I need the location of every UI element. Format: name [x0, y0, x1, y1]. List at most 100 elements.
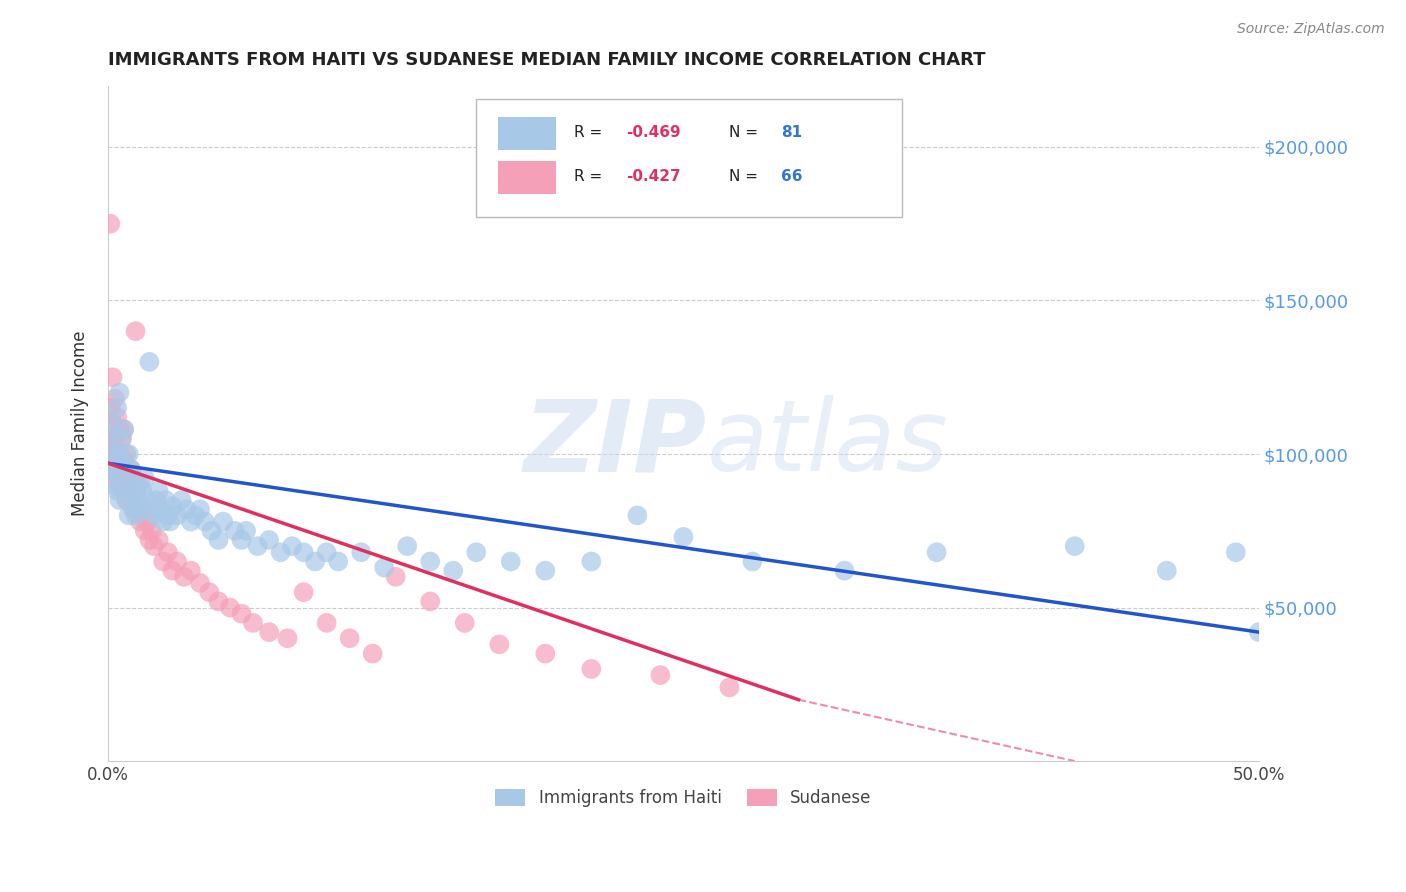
Point — [246, 539, 269, 553]
Point — [156, 545, 179, 559]
Point — [257, 625, 280, 640]
Point — [207, 533, 229, 547]
Point — [194, 515, 217, 529]
Point — [141, 524, 163, 538]
Point — [396, 539, 419, 553]
Point — [122, 502, 145, 516]
Point — [1225, 545, 1247, 559]
Point — [315, 615, 337, 630]
Point — [188, 576, 211, 591]
Point — [108, 477, 131, 491]
Text: atlas: atlas — [706, 395, 948, 492]
Point — [361, 647, 384, 661]
Point — [111, 432, 134, 446]
Point — [108, 447, 131, 461]
Point — [143, 508, 166, 523]
Text: -0.427: -0.427 — [626, 169, 681, 185]
Point — [650, 668, 672, 682]
Point — [257, 533, 280, 547]
Point — [101, 417, 124, 431]
Point — [499, 554, 522, 568]
Point — [162, 499, 184, 513]
Point — [304, 554, 326, 568]
Point — [148, 533, 170, 547]
Point — [235, 524, 257, 538]
Point — [118, 508, 141, 523]
Point — [111, 462, 134, 476]
Point — [534, 647, 557, 661]
Point — [108, 422, 131, 436]
Point — [162, 564, 184, 578]
Point — [155, 493, 177, 508]
Point — [112, 422, 135, 436]
Point — [131, 508, 153, 523]
Point — [626, 508, 648, 523]
Point — [101, 477, 124, 491]
Point — [488, 637, 510, 651]
Point — [152, 515, 174, 529]
Point — [149, 502, 172, 516]
Point — [141, 502, 163, 516]
Point — [122, 502, 145, 516]
Point — [281, 539, 304, 553]
Point — [115, 493, 138, 508]
Point — [111, 472, 134, 486]
FancyBboxPatch shape — [477, 99, 903, 218]
Point — [108, 385, 131, 400]
Point — [419, 594, 441, 608]
Point — [112, 483, 135, 498]
Point — [104, 432, 127, 446]
Point — [231, 607, 253, 621]
Text: N =: N = — [730, 125, 763, 140]
Point — [180, 564, 202, 578]
Point — [534, 564, 557, 578]
Point — [145, 493, 167, 508]
Point — [834, 564, 856, 578]
Point — [276, 632, 298, 646]
Point — [718, 681, 741, 695]
Point — [127, 502, 149, 516]
Point — [98, 432, 121, 446]
Point — [166, 554, 188, 568]
Text: R =: R = — [574, 169, 607, 185]
Point — [148, 483, 170, 498]
Point — [292, 545, 315, 559]
Point — [925, 545, 948, 559]
Point — [131, 483, 153, 498]
Text: IMMIGRANTS FROM HAITI VS SUDANESE MEDIAN FAMILY INCOME CORRELATION CHART: IMMIGRANTS FROM HAITI VS SUDANESE MEDIAN… — [108, 51, 986, 69]
Point — [105, 401, 128, 415]
Point — [124, 324, 146, 338]
Point — [108, 453, 131, 467]
Point — [198, 585, 221, 599]
Point — [108, 493, 131, 508]
Point — [1156, 564, 1178, 578]
Point — [112, 453, 135, 467]
Point — [373, 560, 395, 574]
Point — [118, 447, 141, 461]
Point — [231, 533, 253, 547]
Point — [120, 493, 142, 508]
Y-axis label: Median Family Income: Median Family Income — [72, 331, 89, 516]
Point — [180, 515, 202, 529]
Text: 66: 66 — [782, 169, 803, 185]
Point — [173, 570, 195, 584]
Point — [224, 524, 246, 538]
Point — [105, 447, 128, 461]
Point — [98, 432, 121, 446]
Point — [111, 432, 134, 446]
Point — [129, 515, 152, 529]
Point — [101, 447, 124, 461]
Point — [101, 417, 124, 431]
Legend: Immigrants from Haiti, Sudanese: Immigrants from Haiti, Sudanese — [489, 782, 877, 814]
Point — [315, 545, 337, 559]
Point — [219, 600, 242, 615]
Point — [350, 545, 373, 559]
Point — [134, 524, 156, 538]
Point — [159, 515, 181, 529]
Point — [143, 539, 166, 553]
Point — [122, 477, 145, 491]
Point — [170, 493, 193, 508]
Point — [292, 585, 315, 599]
Point — [1247, 625, 1270, 640]
Point — [188, 502, 211, 516]
